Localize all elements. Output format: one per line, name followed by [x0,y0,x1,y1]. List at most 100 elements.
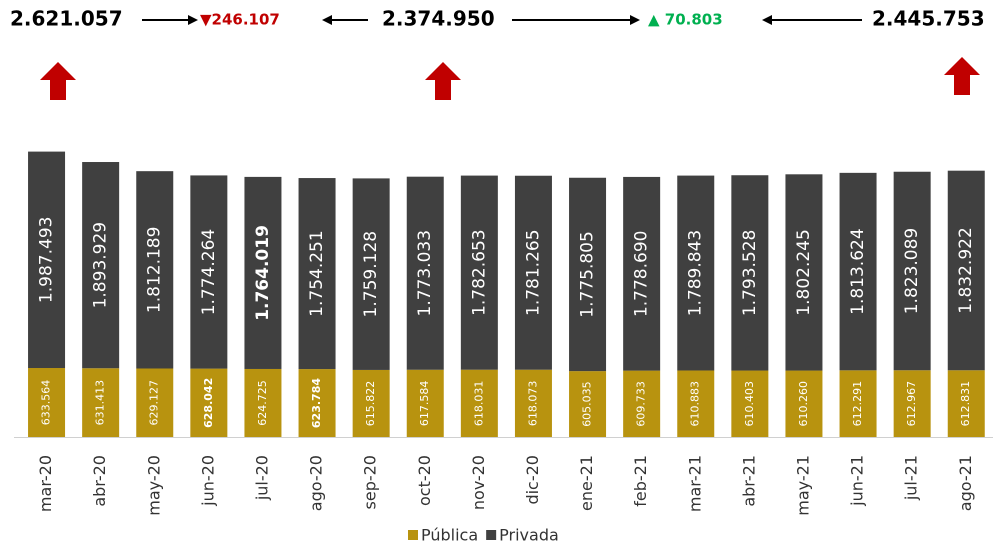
value-label: 1.775.805 [578,231,598,318]
x-tick-label: jun-21 [848,455,867,507]
annotation: ▲ 70.803 [648,11,723,29]
value-label: 623.784 [310,378,323,428]
value-label: 1.802.245 [794,229,814,316]
value-label: 618.073 [526,381,539,427]
x-tick-label: sep-20 [361,455,380,509]
bar-segment [460,175,498,370]
bar-segment [406,369,444,437]
value-label: 1.764.019 [253,225,273,321]
value-label: 612.291 [851,381,864,427]
value-label: 1.823.089 [902,228,922,315]
value-label: 629.127 [148,380,161,426]
bar-segment [623,176,661,371]
bar-segment [839,370,877,437]
up-arrows [40,57,980,100]
value-label: 610.403 [743,381,756,427]
value-label: 1.813.624 [848,228,868,315]
bar-segment [244,176,282,369]
bar-segment [514,369,552,437]
bar-segment [28,368,66,437]
value-label: 1.789.843 [686,230,706,317]
value-label: 1.759.128 [361,231,381,318]
x-tick-label: abr-20 [90,455,109,507]
bar-segment [569,177,607,372]
value-label: 1.754.251 [307,230,327,317]
x-tick-label: mar-21 [685,455,704,512]
bar-segment [190,368,228,437]
bar-segment [136,368,174,437]
value-label: 618.031 [472,381,485,427]
bar-segment [893,171,931,371]
bar-segment [677,175,715,371]
annotation: 2.445.753 [872,7,985,31]
legend-label: Privada [499,526,559,545]
x-tick-label: may-20 [144,455,163,516]
x-tick-label: ene-21 [577,455,596,511]
x-tick-label: ago-21 [956,455,975,511]
value-label: 1.773.033 [415,230,435,317]
value-label: 610.883 [689,381,702,427]
bar-segment [82,162,120,369]
value-label: 612.967 [905,381,918,427]
bar-segment [298,178,336,370]
bar-segment [677,370,715,437]
annotation: 2.621.057 [10,7,123,31]
x-tick-label: dic-20 [523,455,542,505]
bar-segment [731,175,769,371]
value-label: 1.781.265 [523,229,543,316]
bar-segment [136,171,174,369]
x-tick-label: jun-20 [198,455,217,507]
bar-segment [82,368,120,437]
bar-segment [785,174,823,371]
legend-label: Pública [421,526,478,545]
bar-segment [352,369,390,437]
value-label: 615.822 [364,381,377,427]
bar-segment [839,172,877,371]
value-label: 1.778.690 [632,231,652,318]
value-label: 617.584 [418,381,431,427]
bar-segment [947,170,985,371]
x-tick-label: oct-20 [415,455,434,506]
bar-segment [190,175,228,369]
value-label: 1.987.493 [37,217,57,304]
value-label: 1.793.528 [740,230,760,317]
value-label: 612.831 [959,381,972,427]
value-label: 628.042 [202,378,215,428]
value-label: 609.733 [635,381,648,427]
x-tick-label: nov-20 [469,455,488,510]
bar-segment [514,175,552,370]
bar-segment [352,178,390,370]
value-label: 1.812.189 [145,227,165,314]
value-label: 605.035 [581,381,594,427]
value-label: 610.260 [797,381,810,427]
legend-swatch [486,530,497,540]
value-label: 631.413 [94,380,107,426]
arrows [142,15,862,25]
bar-segment [785,370,823,437]
bar-segment [244,368,282,437]
annotation: ▼246.107 [200,11,280,29]
bar-segment [569,371,607,437]
x-tick-label: jul-21 [902,455,921,501]
value-label: 1.893.929 [91,222,111,309]
annotation: 2.374.950 [382,7,495,31]
bar-segment [28,151,66,369]
bar-segment [623,370,661,437]
bar-segment [947,370,985,437]
value-label: 633.564 [40,380,53,426]
bar-segment [298,369,336,437]
x-tick-label: jul-20 [252,455,271,501]
x-tick-label: feb-21 [631,455,650,507]
bar-segment [406,176,444,370]
legend-swatch [408,530,418,540]
value-label: 1.832.922 [956,227,976,314]
value-label: 1.774.264 [199,229,219,316]
value-label: 624.725 [256,380,269,426]
x-tick-label: mar-20 [36,455,55,512]
x-tick-label: may-21 [793,455,812,516]
x-tick-label: ago-20 [307,455,326,511]
bar-segment [893,370,931,437]
bar-segment [460,369,498,437]
bar-segment [731,370,769,437]
